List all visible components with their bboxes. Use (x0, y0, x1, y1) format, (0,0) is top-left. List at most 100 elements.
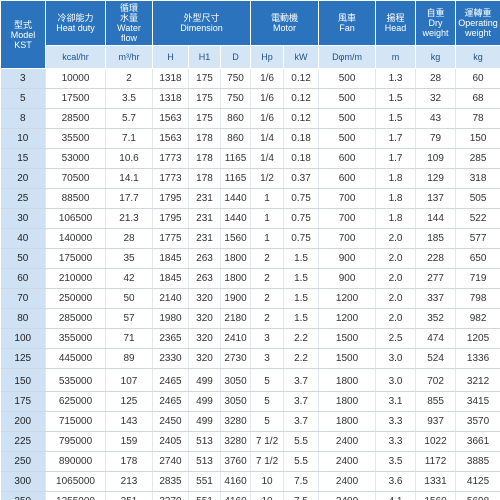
table-cell: 3 (250, 328, 285, 349)
table-cell: 277 (415, 268, 457, 289)
table-cell: 175 (0, 391, 46, 412)
table-cell: 2.2 (283, 328, 320, 349)
table-cell: 300 (0, 471, 46, 492)
table-cell: 3050 (220, 391, 252, 412)
table-cell: 10 (250, 471, 285, 492)
unit-cell: m³/hr (105, 45, 153, 69)
table-cell: 1773 (152, 168, 189, 189)
table-cell: 100 (0, 328, 46, 349)
header-text: KST (14, 39, 32, 50)
table-cell: 320 (188, 288, 221, 309)
table-cell: 80 (0, 308, 46, 329)
table-cell: 68 (455, 88, 500, 109)
header-text: flow (120, 33, 137, 43)
table-cell: 15 (0, 148, 46, 169)
table-cell: 250 (0, 451, 46, 472)
header-text: Heat duty (56, 23, 95, 33)
table-cell: 1/6 (250, 68, 285, 89)
table-row: 8 28500 5.7 1563 175 860 1/6 0.12 500 1.5 43 78 (0, 108, 500, 129)
header-text: 揚程 (386, 13, 405, 23)
header-text: weight (422, 28, 449, 38)
table-cell: 3570 (455, 411, 500, 432)
table-cell: 445000 (45, 348, 106, 369)
table-cell: 2 (250, 308, 285, 329)
table-cell: 625000 (45, 391, 106, 412)
table-cell: 600 (318, 168, 377, 189)
header-cell: 外型尺寸 Dimension (151, 0, 252, 46)
table-cell: 2 (250, 288, 285, 309)
table-cell: 2 (105, 68, 153, 89)
table-cell: 5 (250, 368, 285, 392)
table-cell: 4160 (220, 491, 252, 500)
table-cell: 982 (455, 308, 500, 329)
table-cell: 70 (0, 288, 46, 309)
table-cell: 0.12 (283, 108, 320, 129)
table-cell: 228 (415, 248, 457, 269)
table-cell: 3.3 (375, 411, 417, 432)
table-cell: 2730 (220, 348, 252, 369)
table-cell: 3.7 (283, 411, 320, 432)
table-row: 125 445000 89 2330 320 2730 3 2.2 1500 3.0 524 1336 (0, 348, 500, 369)
table-cell: 2400 (318, 491, 377, 500)
header-text: 循環 (119, 3, 138, 13)
table-cell: 577 (455, 228, 500, 249)
table-cell: 178 (188, 128, 221, 149)
table-cell: 937 (415, 411, 457, 432)
table-cell: 0.75 (283, 188, 320, 209)
table-cell: 3 (250, 348, 285, 369)
table-cell: 88500 (45, 188, 106, 209)
table-row: 20 70500 14.1 1773 178 1165 1/2 0.37 600 1.8 129 31… (0, 168, 500, 189)
table-cell: 524 (415, 348, 457, 369)
table-cell: 1.5 (375, 88, 417, 109)
table-cell: 1800 (318, 411, 377, 432)
table-cell: 28 (415, 68, 457, 89)
table-cell: 5698 (455, 491, 500, 500)
table-cell: 355000 (45, 328, 106, 349)
unit-cell: kg (455, 45, 500, 69)
table-cell: 2465 (152, 391, 189, 412)
table-cell: 185 (415, 228, 457, 249)
table-cell: 17500 (45, 88, 106, 109)
header-text: Model (10, 29, 36, 40)
table-cell: 2.0 (375, 288, 417, 309)
table-cell: 32 (415, 88, 457, 109)
table-cell: 3415 (455, 391, 500, 412)
table-cell: 5.7 (105, 108, 153, 129)
table-cell: 60 (455, 68, 500, 89)
header-cell: 電動機 Motor (250, 0, 320, 46)
table-cell: 1336 (455, 348, 500, 369)
table-cell: 285 (455, 148, 500, 169)
table-row: 200 715000 143 2450 499 3280 5 3.7 1800 3.3 937 357… (0, 411, 500, 432)
table-cell: 4.1 (375, 491, 417, 500)
table-cell: 1 (250, 188, 285, 209)
table-cell: 79 (415, 128, 457, 149)
table-cell: 1845 (152, 268, 189, 289)
table-cell: 1980 (152, 308, 189, 329)
table-cell: 175 (188, 108, 221, 129)
table-row: 175 625000 125 2465 499 3050 5 3.7 1800 3.1 855 341… (0, 391, 500, 412)
table-cell: 2400 (318, 451, 377, 472)
table-cell: 225 (0, 431, 46, 452)
table-cell: 3.7 (283, 368, 320, 392)
table-cell: 1845 (152, 248, 189, 269)
table-cell: 71 (105, 328, 153, 349)
table-row: 250 890000 178 2740 513 3760 7 1/2 5.5 2400 3.5 11… (0, 451, 500, 472)
table-cell: 43 (415, 108, 457, 129)
table-cell: 178 (105, 451, 153, 472)
table-row: 30 106500 21.3 1795 231 1440 1 0.75 700 1.8 144 522 (0, 208, 500, 229)
table-cell: 1/2 (250, 168, 285, 189)
table-cell: 1800 (318, 391, 377, 412)
table-cell: 1.7 (375, 148, 417, 169)
table-cell: 7.5 (283, 491, 320, 500)
table-cell: 350 (0, 491, 46, 500)
table-cell: 2410 (220, 328, 252, 349)
table-cell: 53000 (45, 148, 106, 169)
table-cell: 3 (0, 68, 46, 89)
table-cell: 3370 (152, 491, 189, 500)
header-cell: 揚程 Head (375, 0, 417, 46)
table-cell: 900 (318, 248, 377, 269)
table-cell: 2465 (152, 368, 189, 392)
table-cell: 474 (415, 328, 457, 349)
table-cell: 750 (220, 68, 252, 89)
table-cell: 42 (105, 268, 153, 289)
